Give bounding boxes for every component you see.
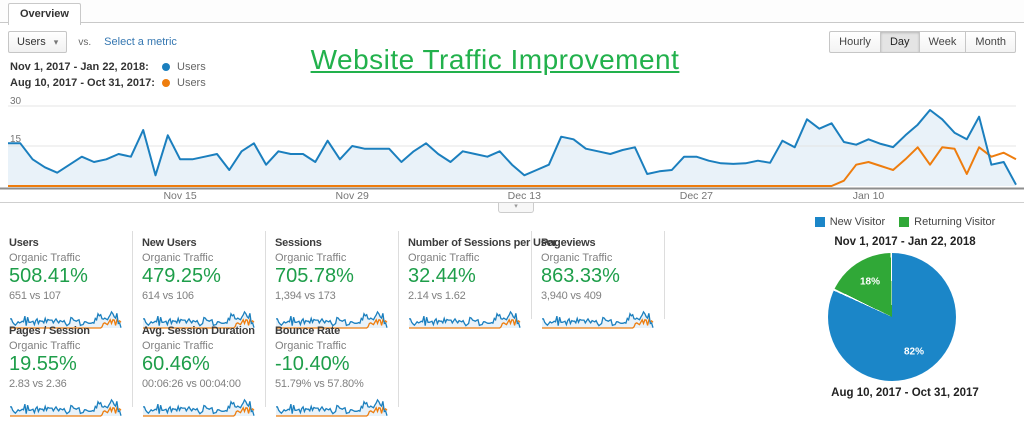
pie-legend-item-new-visitor: New Visitor [814,215,886,228]
chart-legend: Nov 1, 2017 - Jan 22, 2018: Users Aug 10, … [10,59,206,91]
sparkline-chart [409,310,521,329]
scorecard-change: 863.33% [541,265,620,287]
sparkline-chart [10,398,122,417]
scorecard-title: Pageviews [541,237,596,249]
legend-series-label: Users [177,61,206,73]
chart-collapse-handle[interactable]: ▾ [498,203,534,213]
scorecard-avg-session-duration: Avg. Session Duration Organic Traffic 60.4… [133,319,266,417]
scorecard-change: -10.40% [275,353,350,375]
granularity-hourly[interactable]: Hourly [829,31,881,53]
granularity-toggle: Hourly Day Week Month [829,31,1016,53]
scorecard-change: 19.55% [9,353,77,375]
pie-range-title-previous: Aug 10, 2017 - Oct 31, 2017 [831,387,979,399]
chart-controls: Users ▾ vs. Select a metric Hourly Day Week… [8,31,1016,53]
x-axis-tick: Nov 29 [336,190,369,202]
scorecard-change: 508.41% [9,265,88,287]
pie-legend-label: Returning Visitor [914,215,996,228]
visitor-pie-section: New Visitor Returning Visitor Nov 1, 2017… [798,215,1012,399]
scorecard-pageviews: Pageviews Organic Traffic 863.33% 3,940 vs … [532,231,665,329]
granularity-month[interactable]: Month [966,31,1016,53]
legend-series-dot [162,63,170,71]
x-axis-tick: Dec 13 [508,190,541,202]
scorecard-comparison: 00:06:26 vs 00:04:00 [142,378,241,390]
traffic-line-chart-canvas: 15 30 Nov 15 Nov 29 Dec 13 Dec 27 Jan 10 [0,96,1024,202]
scorecard-segment: Organic Traffic [275,252,347,264]
scorecard-comparison: 614 vs 106 [142,290,194,302]
pie-slice-label: 82% [903,346,925,358]
scorecard-change: 32.44% [408,265,476,287]
metric-scorecards: Users Organic Traffic 508.41% 651 vs 107 New… [0,231,710,417]
pie-wrap: 82% 18% [828,253,956,381]
granularity-week[interactable]: Week [919,31,967,53]
page-title: Website Traffic Improvement [310,44,680,75]
pie-range-title: Nov 1, 2017 - Jan 22, 2018 [834,236,976,248]
scorecard-change: 479.25% [142,265,221,287]
scorecard-row: Users Organic Traffic 508.41% 651 vs 107 New… [0,231,710,329]
scorecard-segment: Organic Traffic [142,340,214,352]
tab-bar: Overview [0,0,1024,25]
metric-select-label: Users [17,36,46,48]
scorecard-segment: Organic Traffic [541,252,613,264]
scorecard-comparison: 51.79% vs 57.80% [275,378,364,390]
scorecard-comparison: 2.14 vs 1.62 [408,290,466,302]
sparkline-chart [143,310,255,329]
x-axis-tick: Jan 10 [853,190,885,202]
tab-overview[interactable]: Overview [8,3,81,25]
scorecard-pages-session: Pages / Session Organic Traffic 19.55% 2.83… [0,319,133,417]
granularity-day[interactable]: Day [880,31,920,53]
traffic-line-chart: 15 30 Nov 15 Nov 29 Dec 13 Dec 27 Jan 10 [0,96,1024,203]
sparkline-chart [10,310,122,329]
scorecard-segment: Organic Traffic [275,340,347,352]
legend-range-label: Nov 1, 2017 - Jan 22, 2018: [10,61,149,73]
x-axis-tick: Nov 15 [163,190,196,202]
chevron-down-icon: ▾ [514,203,518,210]
pie-legend-item-returning-visitor: Returning Visitor [899,216,995,228]
x-axis-tick: Dec 27 [680,190,713,202]
svg-text:30: 30 [10,96,22,107]
scorecard-number-of-sessions-per-user: Number of Sessions per User Organic Traff… [399,231,557,329]
svg-text:15: 15 [10,134,22,145]
sparkline-chart [143,398,255,417]
legend-row: Aug 10, 2017 - Oct 31, 2017: Users [10,75,206,91]
scorecard-comparison: 2.83 vs 2.36 [9,378,67,390]
scorecard-segment: Organic Traffic [142,252,214,264]
legend-swatch [814,216,825,227]
scorecard-title: Users [9,237,39,249]
chevron-down-icon: ▾ [53,37,59,47]
scorecard-title: New Users [142,237,197,249]
scorecard-segment: Organic Traffic [9,252,81,264]
pie-legend: New Visitor Returning Visitor [798,215,1012,228]
legend-swatch [899,216,910,227]
scorecard-bounce-rate: Bounce Rate Organic Traffic -10.40% 51.79% … [266,319,399,417]
pie-slice-label: 18% [859,276,881,288]
scorecard-segment: Organic Traffic [408,252,480,264]
scorecard-users: Users Organic Traffic 508.41% 651 vs 107 [0,231,133,329]
scorecard-sessions: Sessions Organic Traffic 705.78% 1,394 vs 1… [266,231,399,329]
legend-series-label: Users [177,77,206,89]
visitor-pie-chart [828,253,956,381]
legend-range-label: Aug 10, 2017 - Oct 31, 2017: [10,77,155,89]
scorecard-title: Number of Sessions per User [408,237,557,249]
scorecard-title: Bounce Rate [275,325,341,337]
metric-select[interactable]: Users ▾ [8,31,68,53]
legend-row: Nov 1, 2017 - Jan 22, 2018: Users [10,59,206,75]
select-metric-link[interactable]: Select a metric [104,36,177,48]
scorecard-new-users: New Users Organic Traffic 479.25% 614 vs 10… [133,231,266,329]
scorecard-comparison: 3,940 vs 409 [541,290,602,302]
sparkline-chart [542,310,654,329]
scorecard-title: Avg. Session Duration [142,325,255,337]
scorecard-change: 705.78% [275,265,354,287]
scorecard-comparison: 1,394 vs 173 [275,290,336,302]
scorecard-title: Pages / Session [9,325,90,337]
legend-series-dot [162,79,170,87]
scorecard-change: 60.46% [142,353,210,375]
pie-legend-label: New Visitor [829,215,886,228]
vs-label: vs. [78,37,92,48]
scorecard-title: Sessions [275,237,322,249]
sparkline-chart [276,398,388,417]
sparkline-chart [276,310,388,329]
scorecard-segment: Organic Traffic [9,340,81,352]
scorecard-comparison: 651 vs 107 [9,290,61,302]
